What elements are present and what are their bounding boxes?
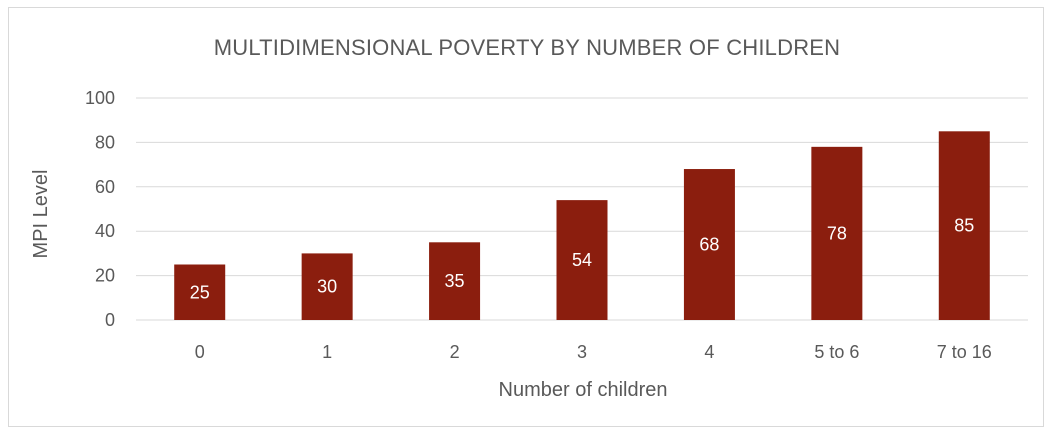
y-tick-label: 0	[105, 310, 115, 330]
data-label: 35	[445, 271, 465, 291]
data-label: 30	[317, 277, 337, 297]
chart-frame: MULTIDIMENSIONAL POVERTY BY NUMBER OF CH…	[8, 7, 1044, 427]
y-tick-label: 60	[95, 177, 115, 197]
data-label: 78	[827, 223, 847, 243]
bar-1	[301, 253, 353, 320]
y-tick-label: 100	[85, 88, 115, 108]
bar-2	[429, 242, 481, 320]
bar-3	[556, 200, 608, 320]
x-tick-label: 3	[577, 342, 587, 362]
data-label: 68	[699, 235, 719, 255]
y-tick-label: 80	[95, 132, 115, 152]
chart-svg: MULTIDIMENSIONAL POVERTY BY NUMBER OF CH…	[30, 35, 1028, 401]
x-tick-label: 1	[322, 342, 332, 362]
x-tick-label: 4	[704, 342, 714, 362]
bar-5-to-6	[811, 146, 863, 320]
x-tick-labels: 0 1 2 3 4 5 to 6 7 to 16	[195, 342, 992, 362]
bar-4	[683, 169, 735, 320]
bars: 25 30 35 54 68 78 85	[174, 131, 990, 320]
data-label: 54	[572, 250, 592, 270]
x-tick-label: 5 to 6	[814, 342, 859, 362]
x-tick-label: 7 to 16	[937, 342, 992, 362]
x-axis-label: Number of children	[499, 379, 668, 401]
x-tick-label: 0	[195, 342, 205, 362]
data-label: 25	[190, 282, 210, 302]
x-tick-label: 2	[450, 342, 460, 362]
bar-0	[174, 264, 226, 320]
bar-7-to-16	[938, 131, 990, 320]
y-tick-label: 20	[95, 266, 115, 286]
chart-title: MULTIDIMENSIONAL POVERTY BY NUMBER OF CH…	[214, 35, 841, 60]
y-tick-labels: 0 20 40 60 80 100	[85, 88, 115, 330]
y-axis-label: MPI Level	[30, 170, 52, 259]
data-label: 85	[954, 216, 974, 236]
y-tick-label: 40	[95, 221, 115, 241]
